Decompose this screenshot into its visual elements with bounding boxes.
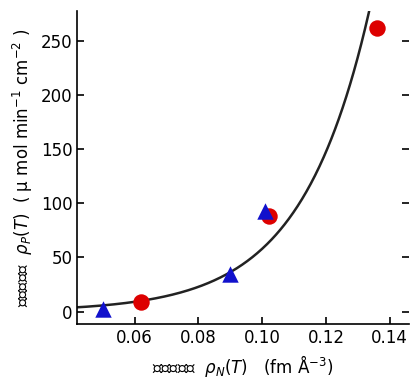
Point bbox=[374, 25, 381, 32]
Point bbox=[138, 299, 144, 305]
Y-axis label: 酸素透過率  $\rho_P(T)$  ( μ mol min$^{-1}$ cm$^{-2}$ ): 酸素透過率 $\rho_P(T)$ ( μ mol min$^{-1}$ cm$… bbox=[11, 29, 35, 307]
X-axis label: 最小核密度  $\rho_N(T)$   (fm Å$^{-3}$): 最小核密度 $\rho_N(T)$ (fm Å$^{-3}$) bbox=[152, 353, 334, 379]
Point bbox=[265, 213, 272, 220]
Point bbox=[100, 306, 106, 312]
Point bbox=[227, 271, 234, 277]
Point bbox=[262, 208, 269, 214]
